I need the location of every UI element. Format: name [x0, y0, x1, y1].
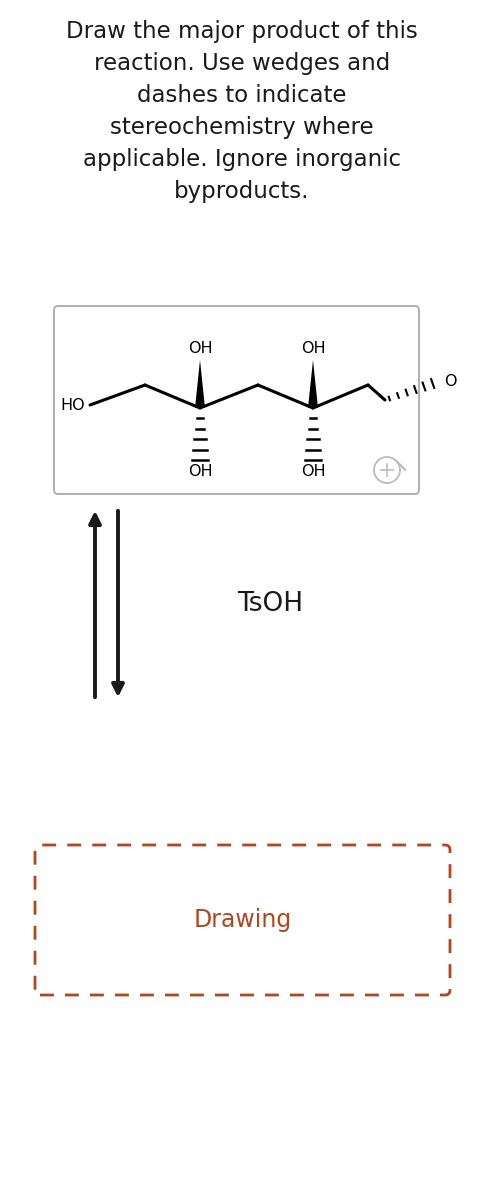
Text: Drawing: Drawing — [193, 908, 291, 932]
Text: HO: HO — [60, 397, 85, 413]
Text: OH: OH — [187, 464, 212, 479]
Text: O: O — [443, 374, 455, 390]
FancyBboxPatch shape — [35, 845, 449, 995]
Polygon shape — [307, 360, 318, 408]
FancyBboxPatch shape — [54, 306, 418, 494]
Text: OH: OH — [300, 341, 325, 356]
Text: Draw the major product of this
reaction. Use wedges and
dashes to indicate
stere: Draw the major product of this reaction.… — [66, 20, 417, 203]
Text: OH: OH — [187, 341, 212, 356]
Polygon shape — [195, 360, 205, 408]
Text: TsOH: TsOH — [237, 590, 302, 617]
Text: OH: OH — [300, 464, 325, 479]
